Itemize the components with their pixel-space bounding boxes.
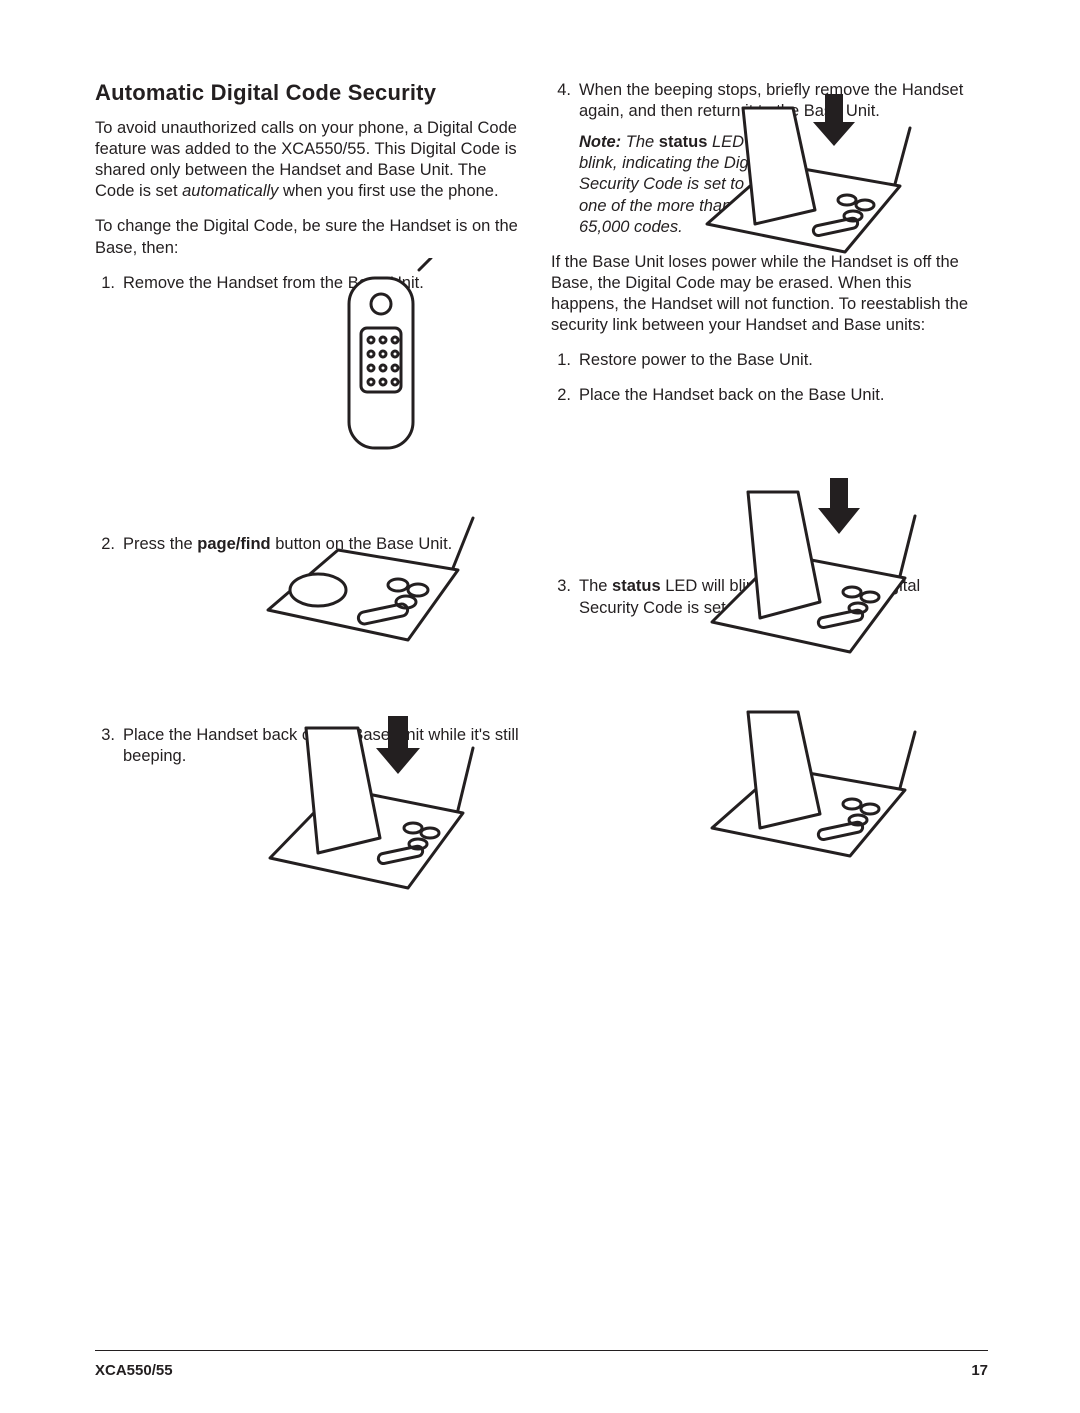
change-intro: To change the Digital Code, be sure the …: [95, 216, 525, 258]
intro-para: To avoid unauthorized calls on your phon…: [95, 118, 525, 202]
footer-page: 17: [971, 1362, 988, 1379]
illus-base-blink: [700, 688, 920, 868]
illus-base-return-left: [258, 688, 478, 908]
illus-base-press: [248, 490, 478, 660]
footer-rule: [95, 1350, 988, 1351]
section-title: Automatic Digital Code Security: [95, 80, 525, 106]
rstep-1: 1. Restore power to the Base Unit.: [551, 350, 981, 371]
rstep-2: 2. Place the Handset back on the Base Un…: [551, 385, 981, 406]
reestablish-intro: If the Base Unit loses power while the H…: [551, 252, 981, 336]
illus-base-return-right-2: [700, 460, 920, 670]
footer-model: XCA550/55: [95, 1362, 173, 1379]
footer: XCA550/55 17: [95, 1362, 988, 1379]
illus-base-return-right-top: [695, 84, 915, 264]
illus-handset-lift: [279, 258, 479, 478]
